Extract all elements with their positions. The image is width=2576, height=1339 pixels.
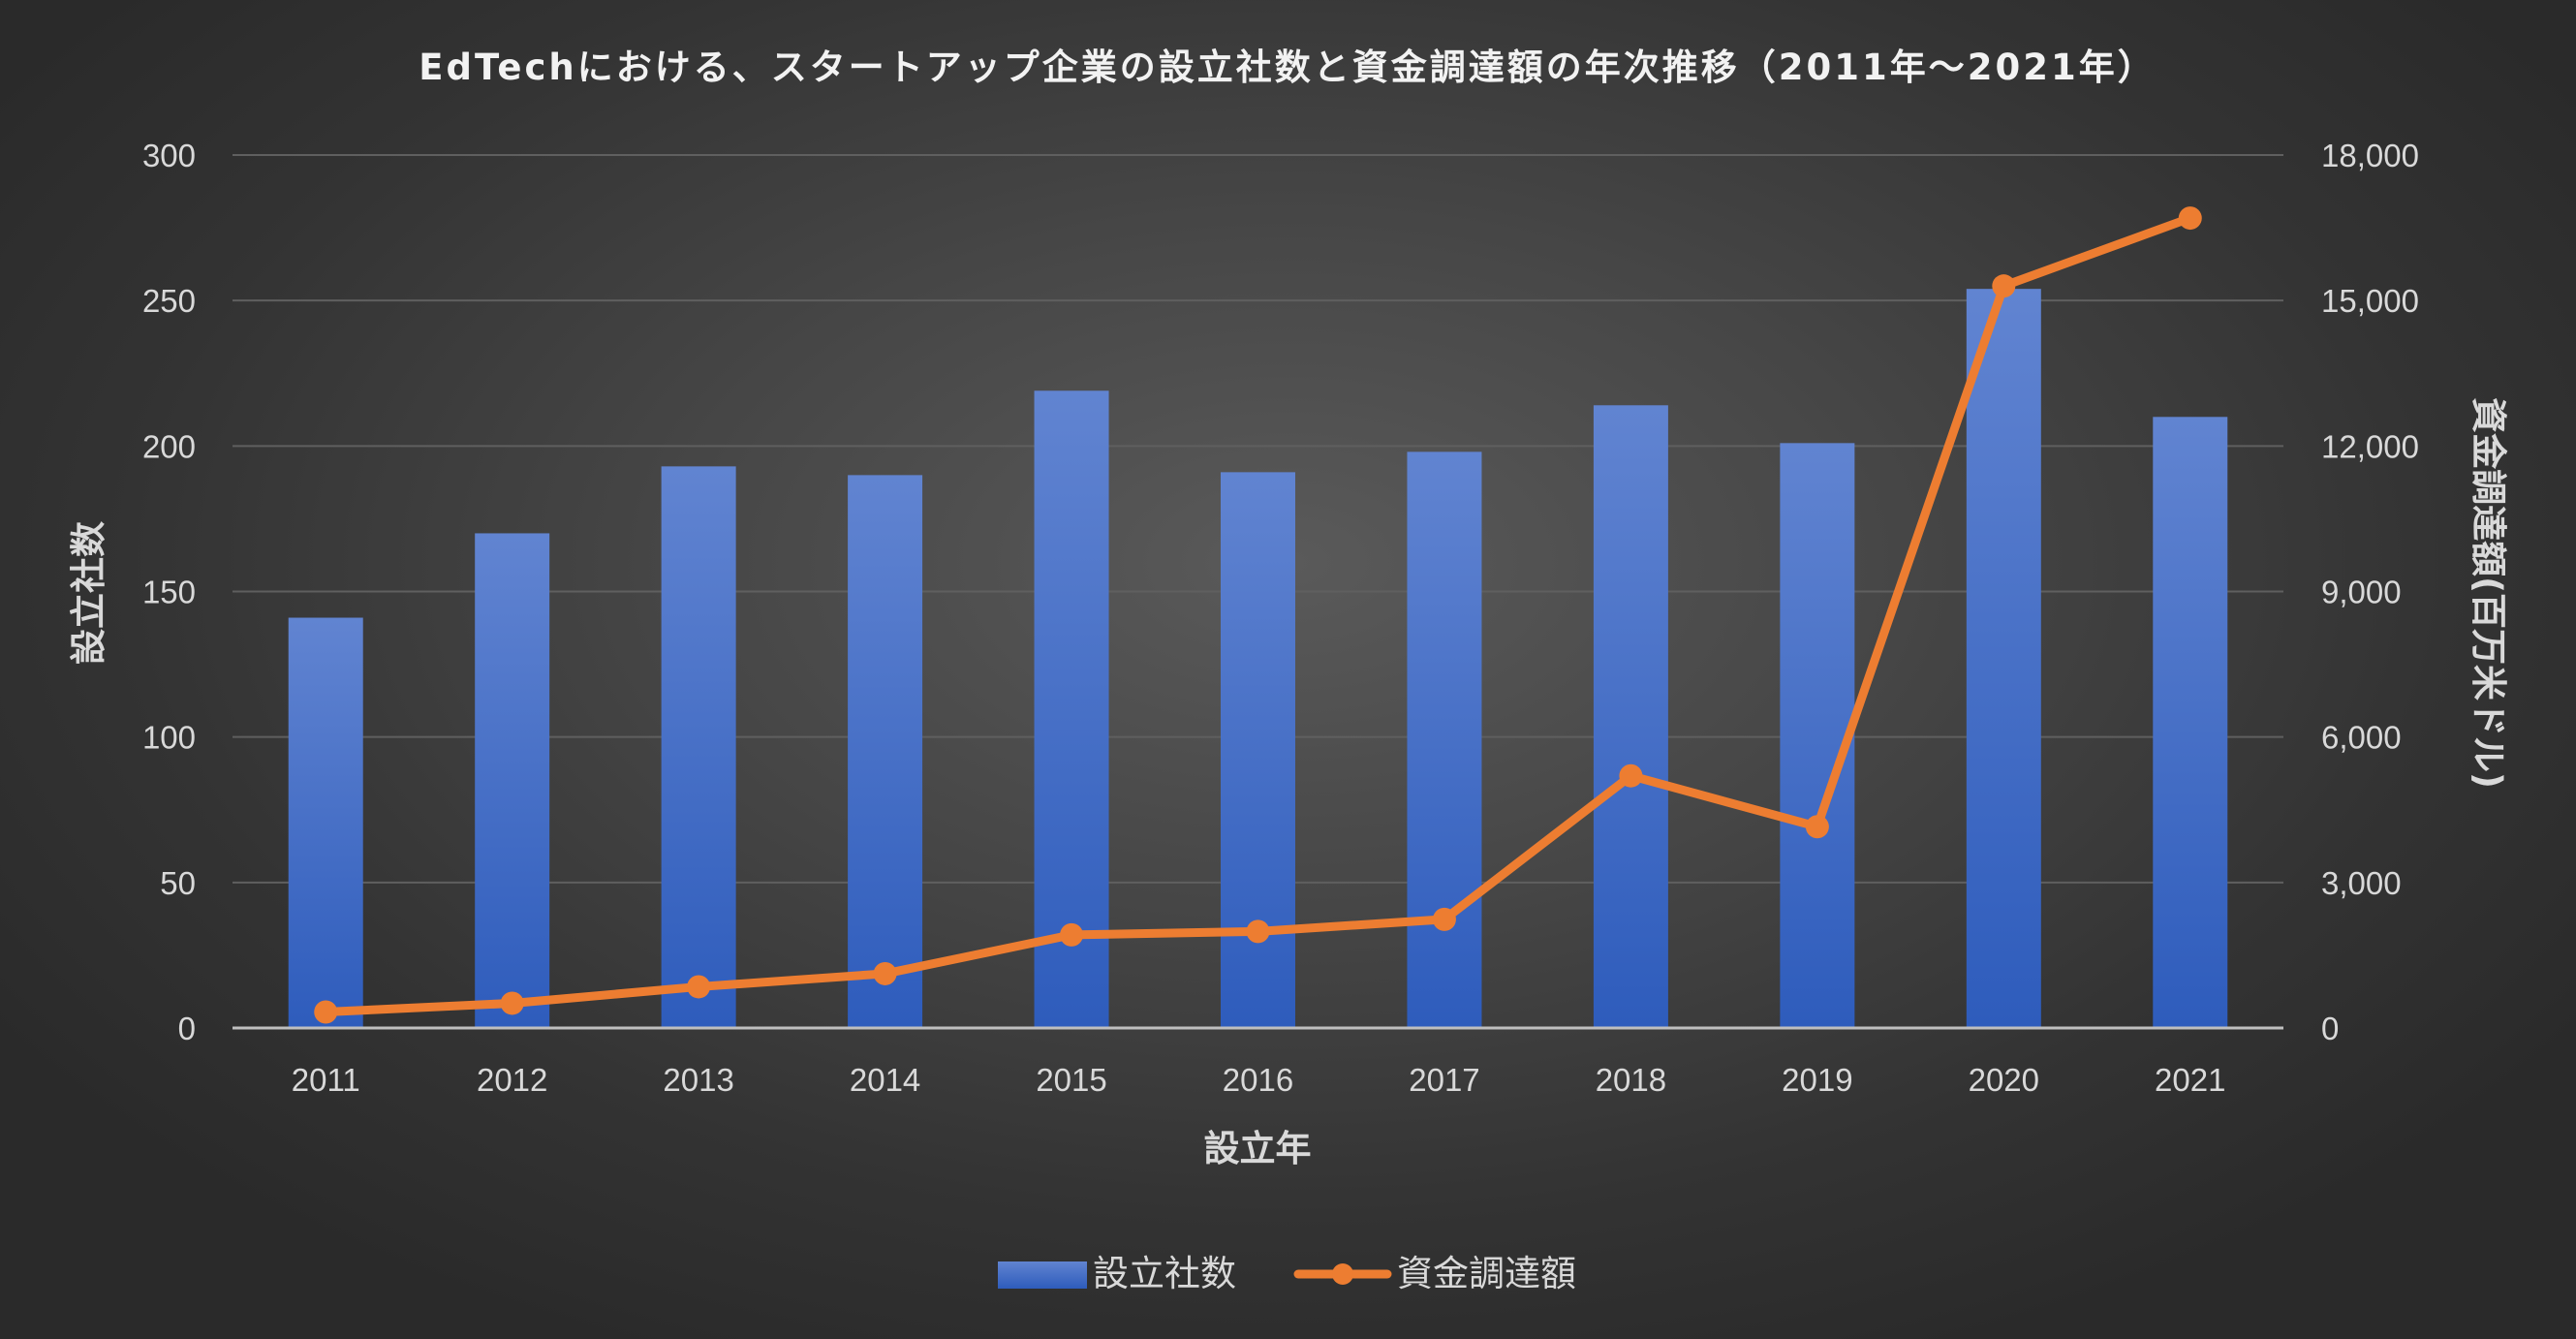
bar-2015[interactable]: [1034, 390, 1109, 1028]
x-tick-label: 2015: [1036, 1062, 1106, 1098]
line-point-2014[interactable]: [873, 961, 897, 985]
legend-item-line[interactable]: 資金調達額: [1293, 1253, 1576, 1294]
line-point-2018[interactable]: [1619, 763, 1643, 788]
x-axis-title: 設立年: [1204, 1128, 1312, 1169]
x-tick-label: 2017: [1409, 1062, 1479, 1098]
left-y-axis-ticks: 0 50 100 150 200 250 300: [142, 138, 196, 1046]
legend: 設立社数 資金調達額: [998, 1253, 1576, 1294]
right-y-axis-title: 資金調達額(百万米ドル): [2467, 397, 2509, 789]
left-y-tick-label: 50: [160, 865, 196, 901]
bar-2021[interactable]: [2153, 417, 2228, 1028]
left-y-tick-label: 300: [142, 138, 196, 173]
legend-label-bars: 設立社数: [1093, 1253, 1236, 1294]
right-y-tick-label: 9,000: [2321, 575, 2402, 610]
right-y-tick-label: 6,000: [2321, 720, 2402, 756]
bar-2017[interactable]: [1407, 452, 1482, 1029]
line-point-2019[interactable]: [1805, 815, 1829, 839]
bar-2019[interactable]: [1780, 443, 1855, 1029]
left-y-axis-title: 設立社数: [68, 521, 109, 665]
x-tick-label: 2018: [1596, 1062, 1666, 1098]
x-tick-label: 2019: [1782, 1062, 1852, 1098]
x-tick-label: 2021: [2155, 1062, 2225, 1098]
x-tick-label: 2014: [850, 1062, 920, 1098]
left-y-tick-label: 150: [142, 575, 196, 610]
left-y-tick-label: 250: [142, 283, 196, 319]
bar-2012[interactable]: [475, 533, 550, 1028]
line-point-2013[interactable]: [687, 975, 711, 999]
line-point-2011[interactable]: [314, 1000, 338, 1024]
x-tick-label: 2012: [477, 1062, 547, 1098]
bar-2014[interactable]: [848, 475, 923, 1028]
line-point-2020[interactable]: [1992, 274, 2016, 298]
legend-label-line: 資金調達額: [1397, 1253, 1576, 1294]
x-tick-label: 2013: [663, 1062, 733, 1098]
bar-series: [288, 289, 2228, 1029]
right-y-axis-ticks: 0 3,000 6,000 9,000 12,000 15,000 18,000: [2321, 138, 2419, 1046]
bar-2011[interactable]: [288, 617, 363, 1028]
line-series: [314, 206, 2202, 1024]
legend-item-bars[interactable]: 設立社数: [998, 1253, 1236, 1294]
right-y-tick-label: 18,000: [2321, 138, 2419, 173]
line-point-2017[interactable]: [1432, 907, 1456, 931]
right-y-tick-label: 3,000: [2321, 865, 2402, 901]
chart-title: EdTechにおける、スタートアップ企業の設立社数と資金調達額の年次推移（201…: [419, 47, 2156, 88]
bar-2013[interactable]: [661, 466, 736, 1028]
legend-line-marker: [1332, 1263, 1353, 1285]
right-y-tick-label: 12,000: [2321, 428, 2419, 464]
left-y-tick-label: 0: [178, 1011, 196, 1046]
right-y-tick-label: 0: [2321, 1011, 2339, 1046]
x-tick-label: 2011: [292, 1062, 360, 1098]
x-tick-label: 2020: [1969, 1062, 2039, 1098]
line-point-2015[interactable]: [1060, 922, 1084, 947]
left-y-tick-label: 100: [142, 720, 196, 756]
x-tick-label: 2016: [1223, 1062, 1293, 1098]
bar-2018[interactable]: [1593, 405, 1668, 1029]
right-y-tick-label: 15,000: [2321, 283, 2419, 319]
line-point-2012[interactable]: [500, 991, 524, 1015]
legend-bar-swatch: [998, 1261, 1087, 1289]
bar-2020[interactable]: [1966, 289, 2041, 1028]
left-y-tick-label: 200: [142, 428, 196, 464]
bar-2016[interactable]: [1221, 472, 1295, 1028]
line-point-2016[interactable]: [1246, 919, 1270, 944]
line-point-2021[interactable]: [2178, 206, 2202, 231]
x-axis-ticks: 2011 2012 2013 2014 2015 2016 2017 2018 2019 2020…: [292, 1062, 2226, 1098]
